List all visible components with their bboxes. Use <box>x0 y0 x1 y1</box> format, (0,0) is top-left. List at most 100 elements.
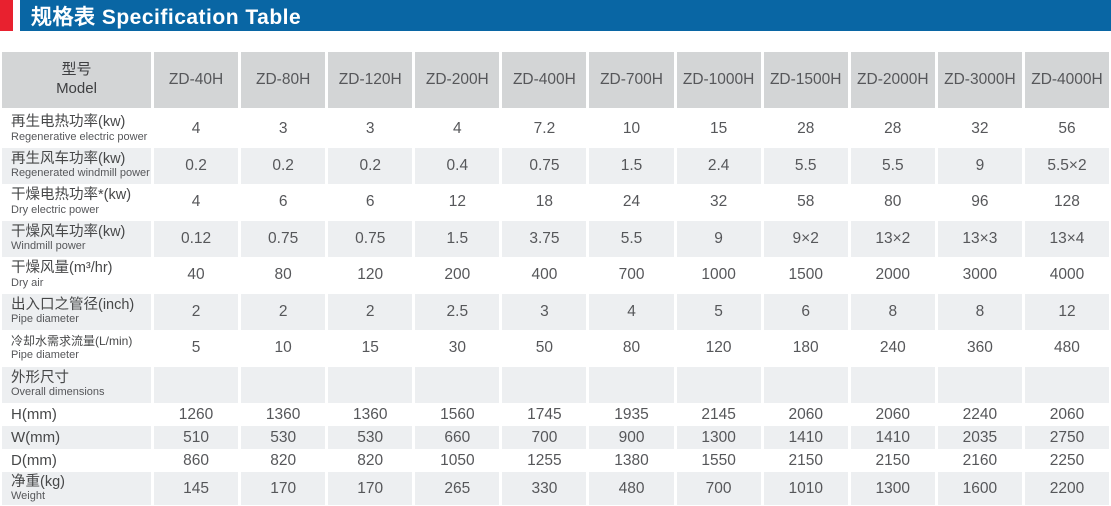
table-cell: 480 <box>589 472 674 505</box>
table-cell: 80 <box>850 184 935 221</box>
row-label-zh: 干燥风量(m³/hr) <box>11 260 113 277</box>
table-cell: 0.75 <box>241 220 326 257</box>
column-header: ZD-80H <box>241 52 326 108</box>
table-cell: 2750 <box>1024 426 1110 449</box>
row-label: 再生风车功率(kw) Regenerated windmill power <box>2 147 151 184</box>
row-label-zh: 干燥风车功率(kw) <box>11 223 126 240</box>
row-label-zh: 冷却水需求流量(L/min) <box>11 333 133 348</box>
model-header-en: Model <box>56 80 97 97</box>
table-cell: 0.2 <box>241 147 326 184</box>
table-cell: 4 <box>154 111 239 148</box>
table-cell: 0.75 <box>502 147 587 184</box>
table-cell: 13×4 <box>1024 220 1110 257</box>
table-cell: 5.5 <box>763 147 848 184</box>
table-cell: 1410 <box>763 426 848 449</box>
table-cell: 330 <box>502 472 587 505</box>
row-label-zh: 再生电热功率(kw) <box>11 114 126 131</box>
row-label-en: Dry electric power <box>11 203 100 216</box>
table-cell: 15 <box>676 111 761 148</box>
table-cell: 530 <box>328 426 413 449</box>
table-cell: 5.5×2 <box>1024 147 1110 184</box>
table-cell: 700 <box>589 257 674 294</box>
table-cell: 120 <box>328 257 413 294</box>
row-label: 干燥风车功率(kw) Windmill power <box>2 220 151 257</box>
row-label: 干燥电热功率*(kw) Dry electric power <box>2 184 151 221</box>
page-title: 规格表 Specification Table <box>31 5 302 29</box>
table-cell: 820 <box>328 449 413 472</box>
table-cell: 2150 <box>850 449 935 472</box>
row-label-zh: D(mm) <box>11 451 57 469</box>
row-label: 冷却水需求流量(L/min) Pipe diameter <box>2 330 151 367</box>
table-cell: 0.2 <box>154 147 239 184</box>
table-cell: 1550 <box>676 449 761 472</box>
table-cell: 0.75 <box>328 220 413 257</box>
row-label-en: Weight <box>11 490 46 503</box>
table-cell <box>850 366 935 403</box>
row-label-en: Windmill power <box>11 240 86 253</box>
table-cell: 660 <box>415 426 500 449</box>
table-cell: 1260 <box>154 403 239 426</box>
table-cell: 145 <box>154 472 239 505</box>
table-cell: 2.5 <box>415 293 500 330</box>
table-cell: 0.12 <box>154 220 239 257</box>
row-label-zh: 出入口之管径(inch) <box>11 296 135 313</box>
table-cell: 2240 <box>937 403 1022 426</box>
table-cell: 58 <box>763 184 848 221</box>
table-cell: 4 <box>589 293 674 330</box>
row-label: W(mm) <box>2 426 151 449</box>
row-label-en: Overall dimensions <box>11 386 105 399</box>
table-cell: 6 <box>763 293 848 330</box>
table-cell: 50 <box>502 330 587 367</box>
row-label-en: Pipe diameter <box>11 348 79 361</box>
column-header: ZD-400H <box>502 52 587 108</box>
table-cell: 1050 <box>415 449 500 472</box>
table-cell <box>502 366 587 403</box>
table-cell: 28 <box>763 111 848 148</box>
table-cell: 860 <box>154 449 239 472</box>
table-cell: 4000 <box>1024 257 1110 294</box>
table-cell: 1360 <box>328 403 413 426</box>
table-row: 冷却水需求流量(L/min) Pipe diameter 5 10 15 30 50 80 12… <box>2 330 1110 367</box>
row-label-zh: 外形尺寸 <box>11 369 69 386</box>
table-cell: 28 <box>850 111 935 148</box>
table-cell: 56 <box>1024 111 1110 148</box>
table-cell: 400 <box>502 257 587 294</box>
table-row: 干燥风车功率(kw) Windmill power 0.12 0.75 0.75 1.5 3… <box>2 220 1110 257</box>
table-cell <box>415 366 500 403</box>
table-cell: 3 <box>502 293 587 330</box>
table-cell: 6 <box>328 184 413 221</box>
table-cell: 30 <box>415 330 500 367</box>
table-cell: 0.2 <box>328 147 413 184</box>
table-cell: 240 <box>850 330 935 367</box>
specification-table: 型号 Model ZD-40H ZD-80H ZD-120H ZD-200H ZD-400H… <box>2 52 1110 505</box>
table-cell: 700 <box>676 472 761 505</box>
table-cell: 900 <box>589 426 674 449</box>
table-cell: 3 <box>328 111 413 148</box>
table-cell <box>154 366 239 403</box>
table-cell: 9 <box>676 220 761 257</box>
table-cell <box>1024 366 1110 403</box>
table-row: 干燥电热功率*(kw) Dry electric power 4 6 6 12 18 24 32… <box>2 184 1110 221</box>
row-label-en: Pipe diameter <box>11 313 79 326</box>
row-label: 净重(kg) Weight <box>2 472 151 505</box>
table-cell: 265 <box>415 472 500 505</box>
table-cell: 2 <box>154 293 239 330</box>
table-cell: 5.5 <box>589 220 674 257</box>
table-row: W(mm) 510 530 530 660 700 900 1300 1410 1410 2035 2… <box>2 426 1110 449</box>
column-header: ZD-1500H <box>763 52 848 108</box>
table-row: 干燥风量(m³/hr) Dry air 40 80 120 200 400 700 1000 15… <box>2 257 1110 294</box>
table-cell: 510 <box>154 426 239 449</box>
table-cell: 128 <box>1024 184 1110 221</box>
table-cell <box>676 366 761 403</box>
row-label: 外形尺寸 Overall dimensions <box>2 366 151 403</box>
table-cell <box>241 366 326 403</box>
table-cell: 1745 <box>502 403 587 426</box>
table-cell: 40 <box>154 257 239 294</box>
column-header: ZD-200H <box>415 52 500 108</box>
table-cell: 9 <box>937 147 1022 184</box>
table-cell: 5.5 <box>850 147 935 184</box>
model-header-zh: 型号 <box>61 61 92 79</box>
table-cell: 32 <box>676 184 761 221</box>
row-label: 再生电热功率(kw) Regenerative electric power <box>2 111 151 148</box>
table-cell: 32 <box>937 111 1022 148</box>
